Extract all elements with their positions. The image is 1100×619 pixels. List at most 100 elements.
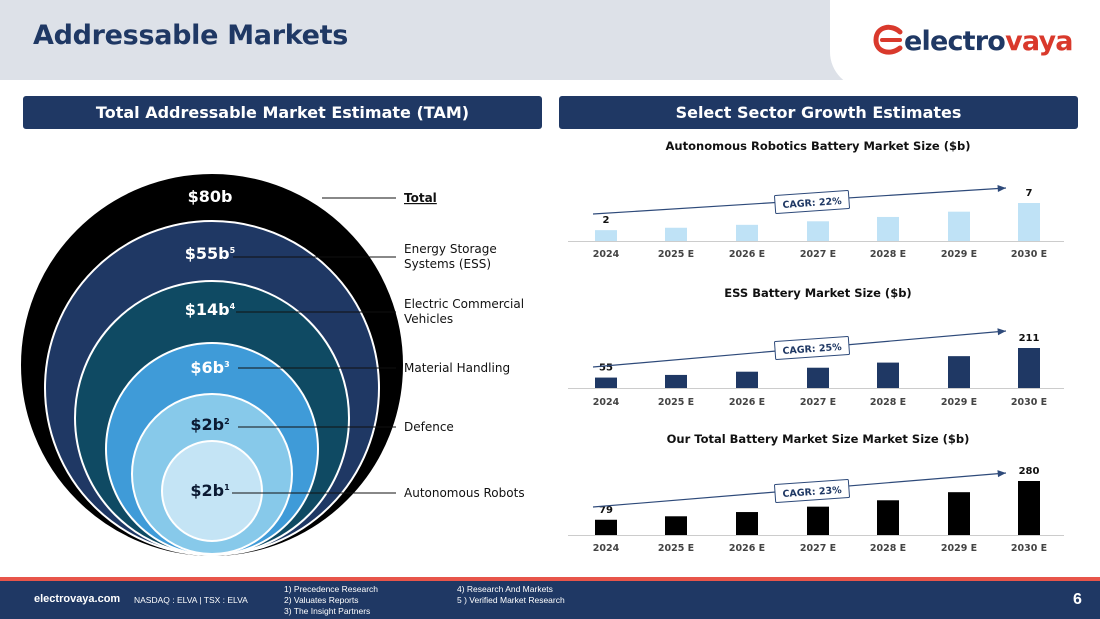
footer-ticker: NASDAQ : ELVA | TSX : ELVA (134, 595, 248, 605)
tam-value-0: $80b (188, 187, 233, 206)
footer-sources-col1: 1) Precedence Research 2) Valuates Repor… (284, 584, 378, 617)
chart-2-arrow-head-icon (997, 470, 1006, 478)
chart-0-cagr-badge: CAGR: 22% (774, 190, 850, 214)
chart-0-xtick-1: 2025 E (658, 249, 694, 260)
tam-value-text: $2b (190, 481, 224, 500)
chart-1-title: ESS Battery Market Size ($b) (724, 286, 911, 300)
chart-2-xtick-6: 2030 E (1011, 543, 1047, 554)
tam-value-5: $2b1 (190, 481, 230, 500)
chart-0-bar-5 (948, 211, 970, 241)
chart-1-xtick-4: 2028 E (870, 397, 906, 408)
tam-label-2-line-1: Vehicles (404, 312, 453, 326)
tam-label-0-line-0: Total (404, 191, 437, 205)
chart-1-bar-2 (736, 371, 758, 388)
chart-2-bar-1 (665, 516, 687, 535)
source-3: 3) The Insight Partners (284, 606, 371, 616)
chart-2-cagr-label: CAGR: 23% (782, 485, 842, 500)
tam-value-text: $6b (190, 358, 224, 377)
footer: electrovaya.com NASDAQ : ELVA | TSX : EL… (0, 581, 1100, 619)
chart-0-title: Autonomous Robotics Battery Market Size … (666, 139, 971, 153)
chart-1-cagr-badge: CAGR: 25% (774, 336, 850, 360)
source-4: 4) Research And Markets (457, 584, 553, 594)
chart-0-xtick-3: 2027 E (800, 249, 836, 260)
chart-1-data-label-0: 55 (599, 363, 613, 374)
chart-0-xtick-6: 2030 E (1011, 249, 1047, 260)
tam-value-footnote: 3 (224, 360, 230, 369)
chart-2-title: Our Total Battery Market Size Market Siz… (667, 432, 970, 446)
footer-accent-line (0, 577, 1100, 581)
chart-0-xtick-4: 2028 E (870, 249, 906, 260)
tam-value-footnote: 2 (224, 417, 230, 426)
chart-0-bar-4 (877, 216, 899, 241)
chart-1-xtick-0: 2024 (593, 397, 620, 408)
chart-2-bar-6 (1018, 481, 1040, 535)
chart-0-bar-3 (807, 221, 829, 241)
chart-2-xtick-0: 2024 (593, 543, 620, 554)
tam-value-footnote: 5 (230, 246, 236, 255)
tam-value-2: $14b4 (185, 300, 236, 319)
chart-0-xtick-2: 2026 E (729, 249, 765, 260)
tam-value-3: $6b3 (190, 358, 229, 377)
chart-2-bar-2 (736, 512, 758, 535)
tam-value-4: $2b2 (190, 415, 229, 434)
chart-2-xtick-4: 2028 E (870, 543, 906, 554)
chart-2-bar-4 (877, 500, 899, 535)
logo: electrovaya (830, 0, 1100, 88)
chart-2-xtick-3: 2027 E (800, 543, 836, 554)
tam-value-text: $80b (188, 187, 233, 206)
logo-part1: electro (904, 26, 1006, 57)
chart-0-xtick-5: 2029 E (941, 249, 977, 260)
chart-2-data-label-0: 79 (599, 505, 613, 516)
page-number: 6 (1073, 591, 1082, 608)
chart-1-bar-6 (1018, 348, 1040, 388)
chart-2-xtick-2: 2026 E (729, 543, 765, 554)
tam-label-1-line-0: Energy Storage (404, 242, 497, 256)
cagr-badge-box (774, 479, 850, 503)
source-1: 1) Precedence Research (284, 584, 379, 594)
tam-value-footnote: 4 (230, 302, 236, 311)
chart-0-data-label-0: 2 (603, 215, 610, 226)
chart-0-data-label-6: 7 (1026, 188, 1033, 199)
logo-part2: vaya (1005, 26, 1073, 57)
chart-0-arrow-head-icon (997, 185, 1006, 193)
source-2: 2) Valuates Reports (284, 595, 359, 605)
chart-0-xtick-0: 2024 (593, 249, 620, 260)
tam-label-3-line-0: Material Handling (404, 361, 510, 375)
chart-2-bar-3 (807, 506, 829, 535)
tam-label-4-line-0: Defence (404, 420, 454, 434)
chart-1-bar-3 (807, 367, 829, 388)
page-title: Addressable Markets (33, 20, 349, 51)
source-5: 5 ) Verified Market Research (457, 595, 565, 605)
tam-circle-5 (161, 440, 263, 542)
chart-0-bar-6 (1018, 203, 1040, 241)
chart-1-data-label-6: 211 (1019, 333, 1040, 344)
tam-value-text: $14b (185, 300, 230, 319)
tam-label-1-line-1: Systems (ESS) (404, 257, 491, 271)
tam-value-footnote: 1 (224, 483, 230, 492)
chart-2-data-label-6: 280 (1019, 466, 1040, 477)
growth-panel-title: Select Sector Growth Estimates (559, 96, 1078, 129)
chart-1-xtick-1: 2025 E (658, 397, 694, 408)
tam-value-text: $55b (185, 244, 230, 263)
logo-wordmark: electrovaya (904, 26, 1073, 57)
chart-1-xtick-2: 2026 E (729, 397, 765, 408)
chart-0-bar-0 (595, 230, 617, 241)
chart-2-bar-5 (948, 492, 970, 535)
chart-0-bar-2 (736, 224, 758, 241)
chart-0-cagr-label: CAGR: 22% (782, 196, 842, 211)
cagr-badge-box (774, 190, 850, 214)
footer-site: electrovaya.com (34, 593, 121, 605)
cagr-badge-box (774, 336, 850, 360)
chart-1-bar-4 (877, 362, 899, 388)
chart-1-bar-1 (665, 374, 687, 388)
chart-2-xtick-5: 2029 E (941, 543, 977, 554)
tam-label-2-line-0: Electric Commercial (404, 297, 524, 311)
chart-1-xtick-3: 2027 E (800, 397, 836, 408)
chart-2-cagr-badge: CAGR: 23% (774, 479, 850, 503)
footer-sources-col2: 4) Research And Markets 5 ) Verified Mar… (457, 584, 565, 606)
chart-1-xtick-5: 2029 E (941, 397, 977, 408)
logo-swoosh-icon (873, 24, 903, 55)
tam-value-1: $55b5 (185, 244, 236, 263)
